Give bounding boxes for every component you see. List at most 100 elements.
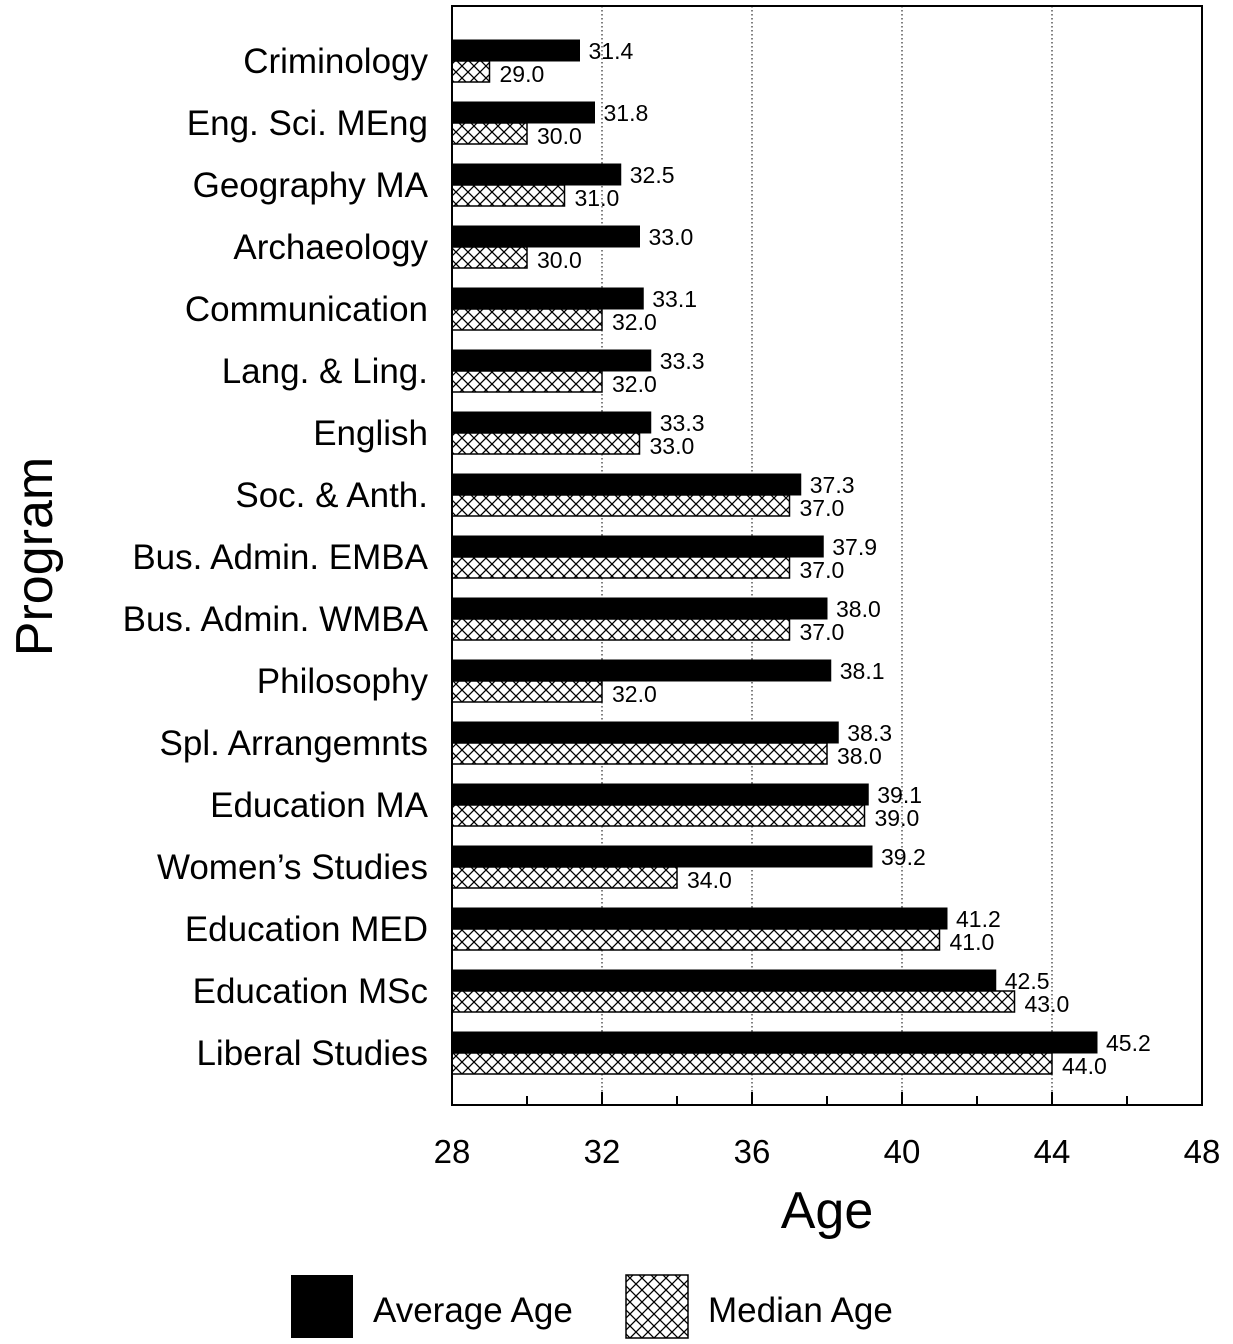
data-label-average-age: 33.0 (649, 224, 694, 250)
bar-average-age (451, 411, 652, 434)
bar-average-age (451, 783, 869, 806)
legend-label-median-age: Median Age (708, 1291, 893, 1330)
data-label-average-age: 38.1 (840, 658, 885, 684)
category-label: Lang. & Ling. (222, 352, 428, 391)
bar-median-age (451, 494, 791, 517)
data-label-median-age: 44.0 (1062, 1053, 1107, 1079)
bar-median-age (451, 928, 941, 951)
bar-median-age (451, 804, 866, 827)
category-label: Bus. Admin. WMBA (123, 600, 429, 639)
x-axis-title: Age (781, 1182, 874, 1240)
bar-average-age (451, 659, 832, 682)
data-label-average-age: 38.3 (847, 720, 892, 746)
bar-average-age (451, 349, 652, 372)
legend-swatch-median-age (625, 1274, 689, 1339)
bar-median-age (451, 618, 791, 641)
bar-median-age (451, 1052, 1053, 1075)
category-label: Communication (185, 290, 428, 329)
bar-average-age (451, 101, 595, 124)
data-label-average-age: 41.2 (956, 906, 1001, 932)
bar-average-age (451, 287, 644, 310)
data-label-average-age: 33.3 (660, 410, 705, 436)
data-label-average-age: 33.1 (652, 286, 697, 312)
data-label-median-age: 32.0 (612, 309, 657, 335)
bar-average-age (451, 721, 839, 744)
bars (451, 39, 1098, 1075)
category-label: Archaeology (233, 228, 428, 267)
data-label-median-age: 37.0 (800, 495, 845, 521)
x-tick-label: 36 (734, 1133, 771, 1170)
category-label: Philosophy (257, 662, 429, 701)
category-label: Soc. & Anth. (235, 476, 428, 515)
legend: Average Age Median Age (291, 1274, 893, 1339)
bar-median-age (451, 680, 603, 703)
bar-median-age (451, 246, 528, 269)
bar-average-age (451, 845, 873, 868)
x-tick-label: 32 (584, 1133, 621, 1170)
category-label: English (313, 414, 428, 453)
x-tick-label: 40 (884, 1133, 921, 1170)
bar-average-age (451, 535, 824, 558)
bar-median-age (451, 432, 641, 455)
data-label-average-age: 42.5 (1005, 968, 1050, 994)
bar-median-age (451, 556, 791, 579)
legend-swatch-average-age (291, 1275, 353, 1338)
x-tick-label: 48 (1184, 1133, 1221, 1170)
data-label-median-age: 34.0 (687, 867, 732, 893)
data-label-average-age: 39.1 (877, 782, 922, 808)
legend-label-average-age: Average Age (373, 1291, 573, 1330)
data-label-median-age: 31.0 (575, 185, 620, 211)
bar-median-age (451, 308, 603, 331)
data-label-average-age: 37.3 (810, 472, 855, 498)
bar-median-age (451, 990, 1016, 1013)
category-label: Criminology (243, 42, 428, 81)
data-label-average-age: 31.4 (589, 38, 634, 64)
bar-average-age (451, 597, 828, 620)
data-label-median-age: 30.0 (537, 123, 582, 149)
data-labels: Criminology 31.4 29.0 Eng. Sci. MEng 31.8 30.… (123, 38, 1151, 1079)
data-label-median-age: 37.0 (800, 619, 845, 645)
data-label-average-age: 39.2 (881, 844, 926, 870)
category-label: Spl. Arrangemnts (160, 724, 428, 763)
data-label-median-age: 38.0 (837, 743, 882, 769)
bar-median-age (451, 184, 566, 207)
data-label-average-age: 45.2 (1106, 1030, 1151, 1056)
data-label-median-age: 43.0 (1025, 991, 1070, 1017)
bar-average-age (451, 39, 580, 62)
bar-average-age (451, 969, 997, 992)
y-axis-title: Program (6, 457, 64, 656)
category-label: Education MA (210, 786, 429, 825)
x-tick-label: 28 (434, 1133, 471, 1170)
category-label: Women’s Studies (157, 848, 428, 887)
bar-median-age (451, 866, 678, 889)
category-label: Education MSc (193, 972, 428, 1011)
axes: 28 32 36 40 44 48 Age Program (6, 5, 1221, 1240)
bar-median-age (451, 122, 528, 145)
data-label-average-age: 32.5 (630, 162, 675, 188)
data-label-median-age: 30.0 (537, 247, 582, 273)
bar-average-age (451, 225, 640, 248)
data-label-median-age: 37.0 (800, 557, 845, 583)
data-label-average-age: 31.8 (604, 100, 649, 126)
bar-average-age (451, 1031, 1098, 1054)
data-label-median-age: 32.0 (612, 371, 657, 397)
data-label-median-age: 39.0 (875, 805, 920, 831)
category-label: Education MED (185, 910, 428, 949)
bar-average-age (451, 163, 622, 186)
x-tick-label: 44 (1034, 1133, 1071, 1170)
category-label: Liberal Studies (196, 1034, 428, 1073)
data-label-median-age: 29.0 (500, 61, 545, 87)
bar-median-age (451, 60, 491, 83)
bar-median-age (451, 370, 603, 393)
category-label: Geography MA (193, 166, 429, 205)
data-label-median-age: 33.0 (650, 433, 695, 459)
bar-average-age (451, 907, 948, 930)
data-label-average-age: 37.9 (832, 534, 877, 560)
data-label-average-age: 38.0 (836, 596, 881, 622)
data-label-median-age: 32.0 (612, 681, 657, 707)
category-label: Bus. Admin. EMBA (132, 538, 428, 577)
data-label-median-age: 41.0 (950, 929, 995, 955)
category-label: Eng. Sci. MEng (187, 104, 428, 143)
